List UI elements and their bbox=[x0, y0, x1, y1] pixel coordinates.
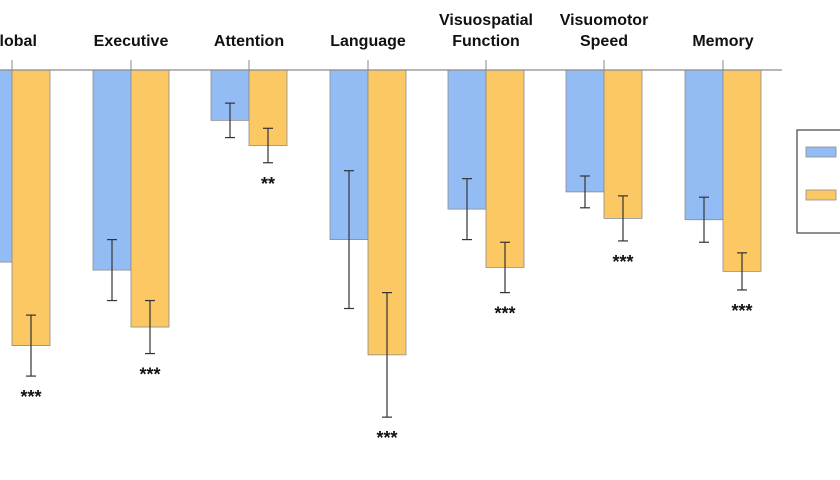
error-bar-series-2-cat-2 bbox=[263, 127, 273, 164]
error-bar-series-2-cat-0 bbox=[26, 314, 36, 377]
bar-series-1-cat-5 bbox=[565, 69, 605, 193]
category-label: Visuomotor bbox=[560, 12, 649, 29]
category-label: Function bbox=[452, 33, 520, 50]
error-bar-series-1-cat-4 bbox=[462, 178, 472, 241]
bar-series-2-cat-0 bbox=[11, 69, 51, 347]
bar-series-2-cat-4 bbox=[485, 69, 525, 268]
significance-marker: *** bbox=[20, 387, 41, 407]
category-label: Language bbox=[330, 33, 406, 50]
significance-marker: *** bbox=[494, 304, 515, 324]
bar-series-1-cat-1 bbox=[92, 69, 132, 271]
bar-series-1-cat-0 bbox=[0, 69, 13, 263]
significance-marker: *** bbox=[139, 365, 160, 385]
category-label: Memory bbox=[692, 33, 753, 50]
significance-layer: ******************** bbox=[20, 174, 752, 448]
significance-marker: *** bbox=[376, 428, 397, 448]
error-bar-series-2-cat-1 bbox=[145, 299, 155, 355]
category-label: Global bbox=[0, 33, 37, 50]
error-bar-series-1-cat-6 bbox=[699, 196, 709, 243]
legend-box bbox=[796, 129, 840, 234]
significance-marker: *** bbox=[731, 301, 752, 321]
category-label: Speed bbox=[580, 33, 628, 50]
bar-series-2-cat-1 bbox=[130, 69, 170, 328]
legend-swatch-series-2 bbox=[805, 189, 837, 201]
category-label: Visuospatial bbox=[439, 12, 533, 29]
bar-series-2-cat-6 bbox=[722, 69, 762, 272]
category-labels-layer: Global Executive Attention Language Visuospa… bbox=[0, 12, 754, 70]
error-bar-series-2-cat-3 bbox=[382, 292, 392, 418]
error-bar-series-1-cat-2 bbox=[225, 102, 235, 139]
bars-layer bbox=[0, 69, 762, 356]
legend-swatch-series-1 bbox=[805, 146, 837, 158]
error-bar-series-2-cat-4 bbox=[500, 241, 510, 294]
bar-series-1-cat-6 bbox=[684, 69, 724, 221]
category-label: Attention bbox=[214, 33, 284, 50]
error-bar-series-1-cat-3 bbox=[344, 170, 354, 310]
significance-marker: ** bbox=[261, 174, 275, 194]
error-bar-series-2-cat-6 bbox=[737, 252, 747, 291]
significance-marker: *** bbox=[612, 252, 633, 272]
error-bar-series-1-cat-1 bbox=[107, 239, 117, 302]
error-bar-series-2-cat-5 bbox=[618, 195, 628, 242]
error-bar-series-1-cat-5 bbox=[580, 175, 590, 209]
legend bbox=[796, 129, 840, 234]
category-label: Executive bbox=[94, 33, 169, 50]
error-bars-layer bbox=[26, 102, 747, 418]
